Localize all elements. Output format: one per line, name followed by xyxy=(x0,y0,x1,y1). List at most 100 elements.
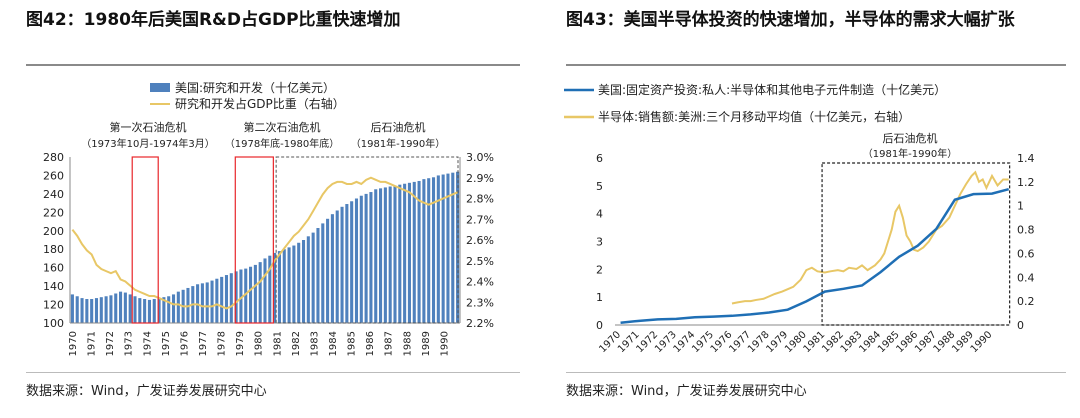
y-tick-label: 120 xyxy=(43,299,64,312)
bar xyxy=(75,296,79,323)
bar xyxy=(451,172,455,323)
y-tick-label: 0 xyxy=(596,319,603,332)
post-oil-crisis-box xyxy=(275,156,459,324)
y-tick-label: 200 xyxy=(43,225,64,238)
bar xyxy=(171,294,176,323)
bar xyxy=(162,297,166,323)
bar xyxy=(229,273,233,323)
bar xyxy=(354,198,359,323)
y-tick-label: 180 xyxy=(43,243,64,256)
bar xyxy=(210,280,214,323)
y-tick-label: 160 xyxy=(43,262,64,275)
y2-tick-label: 0.4 xyxy=(1017,271,1035,284)
bar xyxy=(273,252,277,323)
y2-tick-label: 0.2 xyxy=(1017,295,1035,308)
bar xyxy=(114,293,118,323)
x-tick-label: 1973 xyxy=(124,331,135,356)
y2-tick-label: 1.4 xyxy=(1017,152,1035,165)
bar xyxy=(239,269,243,323)
bar xyxy=(427,178,431,323)
bar xyxy=(301,240,306,323)
source-note: 数据来源：Wind，广发证券发展研究中心 xyxy=(566,384,807,399)
annotation-period: （1981年-1990年） xyxy=(863,147,958,160)
x-tick-label: 1989 xyxy=(421,331,432,356)
title-divider xyxy=(566,64,1066,66)
bar xyxy=(306,236,310,323)
y2-tick-label: 2.5% xyxy=(466,255,494,268)
rd-spending-chart: 美国:研究和开发（十亿美元）研究和开发占GDP比重（右轴） 第一次石油危机 （197… xyxy=(43,80,494,356)
y-tick-label: 140 xyxy=(43,280,64,293)
figure-43-panel: 图43：美国半导体投资的快速增加，半导体的需求大幅扩张 美国:固定资产投资:私人… xyxy=(550,0,1080,418)
bar xyxy=(70,294,74,323)
bar xyxy=(94,298,99,323)
x-tick-label: 1990 xyxy=(969,329,995,355)
y2-tick-label: 2.3% xyxy=(466,296,494,309)
bar xyxy=(123,292,127,323)
bar xyxy=(234,271,238,323)
source-divider xyxy=(566,372,1066,373)
bar xyxy=(90,299,94,323)
semiconductor-sales-line xyxy=(731,170,1009,305)
bar xyxy=(244,268,248,323)
y2-tick-label: 2.9% xyxy=(466,172,494,185)
x-tick-label: 1990 xyxy=(439,331,450,356)
bar xyxy=(287,247,291,323)
annotation-title: 后石油危机 xyxy=(371,120,426,134)
legend-bar-label: 美国:研究和开发（十亿美元） xyxy=(175,80,335,95)
bar xyxy=(263,258,267,323)
bar xyxy=(321,223,325,323)
y-tick-label: 100 xyxy=(43,317,64,330)
annotation-period: （1978年底-1980年底） xyxy=(225,137,340,150)
x-tick-label: 1971 xyxy=(87,331,98,356)
semiconductor-investment-line xyxy=(620,187,1010,325)
bar xyxy=(374,189,378,323)
bar xyxy=(152,299,156,323)
y-tick-label: 2 xyxy=(596,263,603,276)
post-oil-crisis-box xyxy=(821,162,1011,326)
bar xyxy=(220,276,224,323)
bar xyxy=(205,282,209,323)
bar xyxy=(422,179,426,323)
y2-tick-label: 0.8 xyxy=(1017,224,1035,237)
x-tick-label: 1977 xyxy=(198,331,209,356)
y-tick-label: 240 xyxy=(43,188,64,201)
x-tick-label: 1982 xyxy=(291,331,302,356)
y-tick-label: 220 xyxy=(43,206,64,219)
bar xyxy=(147,299,151,323)
bar xyxy=(157,298,161,323)
source-note: 数据来源：Wind，广发证券发展研究中心 xyxy=(26,384,267,399)
x-tick-label: 1986 xyxy=(365,331,376,356)
bar xyxy=(268,255,272,323)
annotation-title: 后石油危机 xyxy=(883,131,938,145)
x-tick-label: 1976 xyxy=(179,331,190,356)
y2-tick-label: 2.7% xyxy=(466,213,494,226)
annotation-period: （1981年-1990年） xyxy=(351,137,446,150)
y-tick-label: 4 xyxy=(596,208,603,221)
bar xyxy=(176,291,180,323)
x-tick-label: 1972 xyxy=(105,331,116,356)
y2-tick-label: 2.8% xyxy=(466,193,494,206)
bar xyxy=(215,278,219,323)
bar xyxy=(436,175,440,323)
bar xyxy=(446,173,450,323)
legend-bar-swatch xyxy=(150,83,170,92)
bar xyxy=(292,245,296,323)
bar xyxy=(364,193,368,323)
y2-tick-label: 2.6% xyxy=(466,234,494,247)
bar xyxy=(350,201,354,323)
x-tick-label: 1983 xyxy=(309,331,320,356)
legend-line-label: 研究和开发占GDP比重（右轴） xyxy=(175,96,345,111)
bar xyxy=(99,297,103,323)
y-tick-label: 280 xyxy=(43,151,64,164)
rd-gdp-ratio-line xyxy=(71,176,458,310)
y2-tick-label: 2.4% xyxy=(466,276,494,289)
x-tick-label: 1978 xyxy=(217,331,228,356)
bar xyxy=(398,184,402,323)
bar xyxy=(431,177,436,323)
bar xyxy=(143,299,147,323)
bar xyxy=(335,210,339,323)
bar xyxy=(258,262,262,323)
y2-tick-label: 0.6 xyxy=(1017,247,1035,260)
legend-line2-label: 半导体:销售额:美洲:三个月移动平均值（十亿美元，右轴） xyxy=(598,109,910,124)
bar xyxy=(104,296,108,323)
